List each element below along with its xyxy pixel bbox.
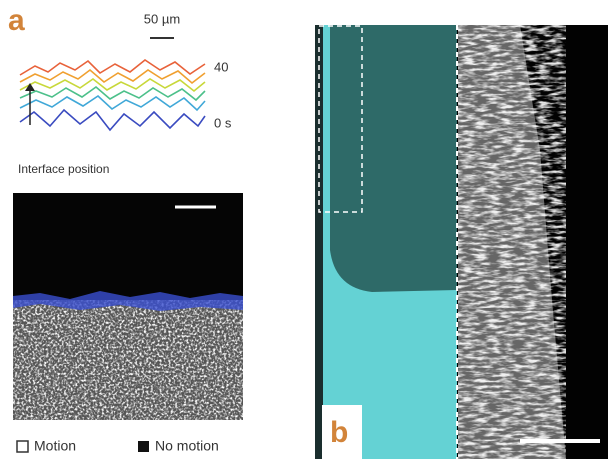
scale-bar-label: 50 µm bbox=[144, 11, 180, 26]
caption: Interface position bbox=[18, 162, 109, 176]
dark-region bbox=[330, 25, 457, 292]
panel-label: a bbox=[8, 4, 25, 37]
figure: a 50 µm 40 0 s Interface position Motion… bbox=[0, 0, 608, 459]
panel-label: b bbox=[330, 416, 348, 449]
time-label: 0 s bbox=[214, 115, 232, 130]
legend-label: Motion bbox=[34, 438, 76, 454]
interface-traces bbox=[20, 60, 205, 130]
legend-swatch bbox=[17, 441, 28, 452]
time-label: 40 bbox=[214, 59, 228, 74]
micrograph-texture bbox=[13, 300, 243, 420]
edge bbox=[315, 25, 323, 459]
legend-label: No motion bbox=[155, 438, 219, 454]
legend-swatch bbox=[138, 441, 149, 452]
